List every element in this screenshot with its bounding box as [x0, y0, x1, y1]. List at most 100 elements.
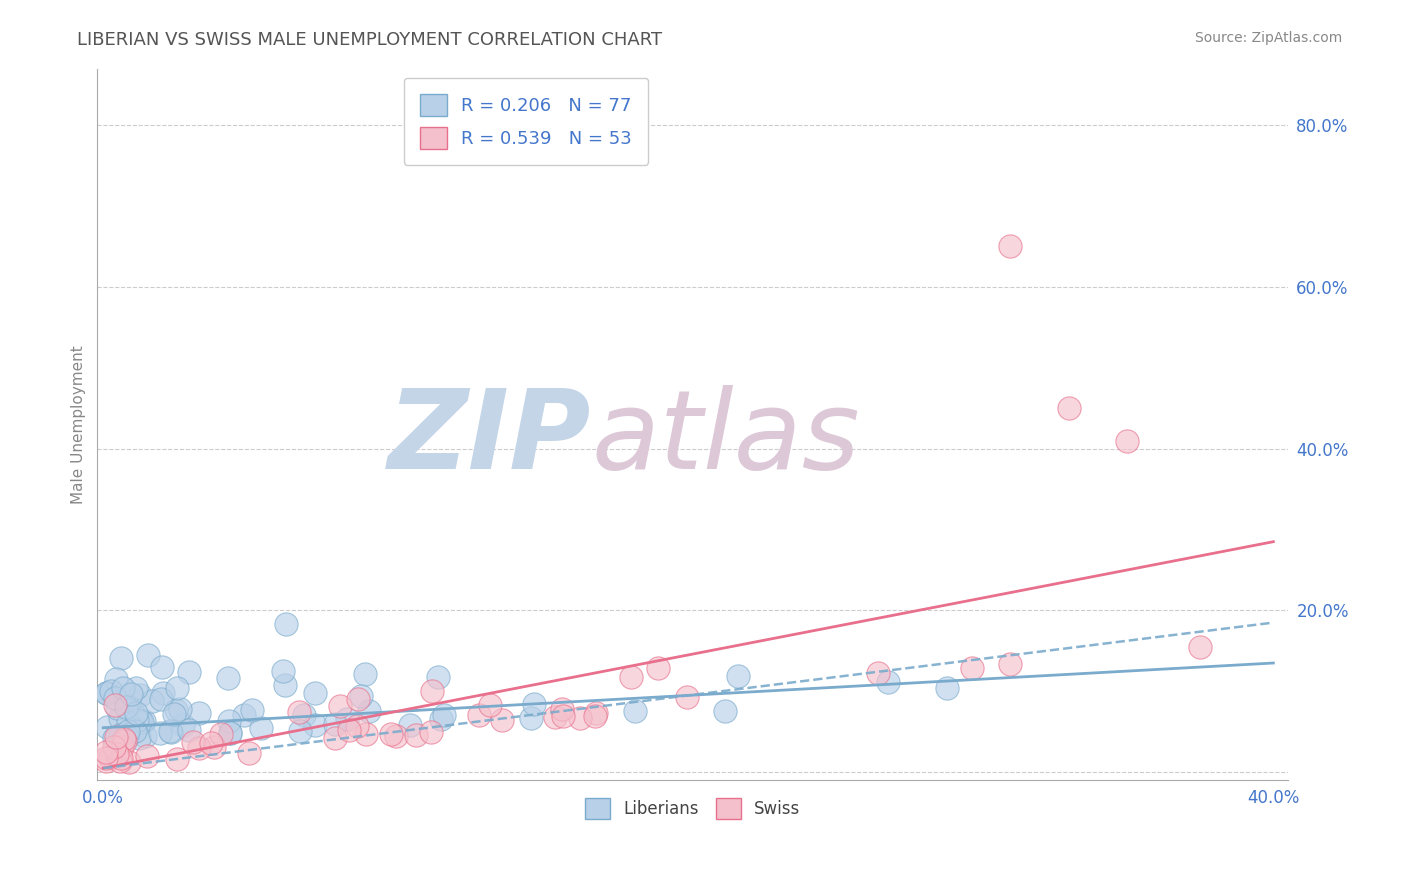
Point [478, 698, 501, 712]
Point [491, 714, 513, 728]
Point [304, 686, 326, 700]
Point [122, 721, 145, 735]
Point [620, 670, 643, 684]
Point [292, 708, 315, 723]
Point [188, 740, 211, 755]
Point [1057, 401, 1080, 416]
Point [120, 687, 142, 701]
Point [169, 702, 191, 716]
Point [935, 681, 957, 696]
Point [104, 672, 127, 686]
Point [877, 675, 900, 690]
Point [380, 727, 402, 741]
Point [569, 711, 592, 725]
Point [96, 686, 118, 700]
Point [134, 729, 156, 743]
Point [583, 708, 606, 723]
Point [405, 728, 427, 742]
Point [110, 751, 132, 765]
Point [347, 691, 370, 706]
Point [350, 690, 373, 704]
Point [288, 723, 311, 738]
Point [166, 752, 188, 766]
Point [94, 745, 117, 759]
Point [100, 683, 122, 698]
Point [354, 666, 377, 681]
Point [520, 711, 543, 725]
Point [217, 671, 239, 685]
Point [218, 714, 240, 729]
Point [117, 698, 139, 713]
Point [209, 727, 232, 741]
Point [108, 710, 131, 724]
Point [124, 706, 146, 721]
Point [94, 751, 117, 765]
Legend: Liberians, Swiss: Liberians, Swiss [578, 792, 807, 825]
Point [240, 703, 263, 717]
Point [218, 726, 240, 740]
Point [115, 700, 138, 714]
Point [177, 665, 200, 680]
Point [166, 681, 188, 696]
Point [188, 706, 211, 720]
Point [96, 686, 118, 700]
Text: Source: ZipAtlas.com: Source: ZipAtlas.com [1195, 31, 1343, 45]
Point [329, 699, 352, 714]
Point [150, 692, 173, 706]
Point [112, 681, 135, 695]
Point [131, 714, 153, 729]
Point [1116, 434, 1139, 448]
Point [551, 709, 574, 723]
Point [523, 697, 546, 711]
Point [287, 706, 309, 720]
Point [274, 678, 297, 692]
Text: atlas: atlas [592, 385, 860, 492]
Point [172, 718, 194, 732]
Point [160, 724, 183, 739]
Point [105, 731, 128, 745]
Point [219, 726, 242, 740]
Point [96, 754, 118, 768]
Point [384, 729, 406, 743]
Point [676, 690, 699, 704]
Point [336, 713, 359, 727]
Point [359, 704, 381, 718]
Point [136, 749, 159, 764]
Point [276, 616, 298, 631]
Point [141, 694, 163, 708]
Point [998, 657, 1021, 672]
Point [238, 746, 260, 760]
Point [233, 707, 256, 722]
Point [420, 724, 443, 739]
Point [105, 701, 128, 715]
Point [117, 724, 139, 739]
Point [118, 755, 141, 769]
Point [96, 720, 118, 734]
Point [181, 734, 204, 748]
Point [271, 664, 294, 678]
Point [117, 715, 139, 730]
Point [339, 723, 361, 738]
Point [105, 747, 128, 762]
Point [468, 707, 491, 722]
Point [98, 750, 121, 764]
Text: LIBERIAN VS SWISS MALE UNEMPLOYMENT CORRELATION CHART: LIBERIAN VS SWISS MALE UNEMPLOYMENT CORR… [77, 31, 662, 49]
Point [149, 726, 172, 740]
Point [714, 704, 737, 718]
Point [150, 660, 173, 674]
Point [94, 686, 117, 700]
Point [1189, 640, 1212, 654]
Point [998, 239, 1021, 253]
Point [962, 661, 984, 675]
Point [420, 683, 443, 698]
Point [200, 736, 222, 750]
Point [163, 707, 186, 722]
Point [103, 740, 125, 755]
Point [433, 707, 456, 722]
Point [624, 704, 647, 718]
Point [177, 723, 200, 737]
Point [111, 739, 134, 754]
Point [115, 730, 138, 744]
Point [165, 703, 187, 717]
Y-axis label: Male Unemployment: Male Unemployment [72, 345, 86, 504]
